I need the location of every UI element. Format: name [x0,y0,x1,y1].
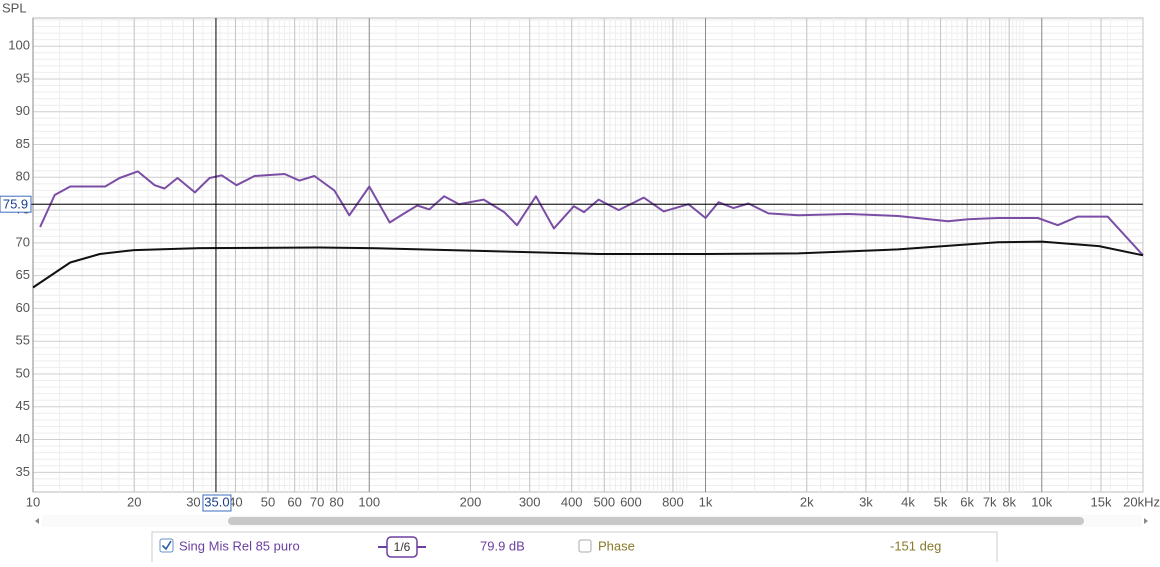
smoothing-box[interactable] [386,536,418,558]
x-tick-label: 60 [287,494,301,509]
phase-readout: -151 deg [890,538,941,553]
plot [32,170,1144,289]
x-tick-label: 7k [983,494,997,509]
check-mark [161,540,172,551]
x-tick-label: 20kHz [1123,494,1160,509]
y-axis-label: SPL [2,0,27,15]
x-tick-label: 10 [26,494,40,509]
legend-label: Sing Mis Rel 85 puro [179,538,300,553]
scrollbar-thumb[interactable] [228,517,1084,525]
x-tick-label: 5k [934,494,948,509]
x-tick-label: 10k [1031,494,1052,509]
x-tick-label: 600 [620,494,642,509]
y-tick-label: 60 [16,300,30,315]
x-tick-label: 15k [1091,494,1112,509]
y-tick-label: 85 [16,136,30,151]
y-tick-label: 40 [16,431,30,446]
x-tick-label: 80 [329,494,343,509]
x-tick-label: 800 [662,494,684,509]
y-tick-label: 90 [16,103,30,118]
phase-checkbox[interactable] [578,539,592,553]
series-line [39,170,1144,256]
y-tick-label: 35 [16,464,30,479]
cursor-y-label: 75.9 [3,197,28,212]
x-tick-label: 2k [800,494,814,509]
x-tick-label: 1k [699,494,713,509]
x-tick-label: 300 [519,494,541,509]
x-tick-label: 20 [127,494,141,509]
x-tick-label: 4k [901,494,915,509]
scroll-right[interactable] [1144,518,1148,524]
cursor-y-box [0,195,32,213]
grid [32,17,1144,493]
legend-panel [151,531,998,565]
y-tick-label: 80 [16,169,30,184]
x-tick-label: 400 [561,494,583,509]
smoothing-label: 1/6 [394,540,411,554]
cursor-x-box [202,494,232,512]
x-tick-label: 50 [261,494,275,509]
x-tick-label: 200 [460,494,482,509]
x-tick-label: 6k [960,494,974,509]
x-tick-label: 30 [186,494,200,509]
series-line [32,240,1144,289]
y-tick-label: 55 [16,333,30,348]
x-tick-label: 3k [859,494,873,509]
cursor-x-label: 35.0 [204,494,229,509]
y-tick-label: 100 [8,38,30,53]
y-tick-label: 50 [16,365,30,380]
x-tick-label: 8k [1002,494,1016,509]
x-tick-label: 500 [593,494,615,509]
y-tick-label: 70 [16,234,30,249]
scroll-left[interactable] [35,518,39,524]
y-tick-label: 45 [16,398,30,413]
x-tick-label: 40 [228,494,242,509]
y-tick-label: 95 [16,70,30,85]
level-readout: 79.9 dB [480,538,525,553]
y-tick-label: 65 [16,267,30,282]
checkbox[interactable] [159,538,174,553]
x-tick-label: 100 [358,494,380,509]
phase-label: Phase [598,538,635,553]
x-tick-label: 70 [310,494,324,509]
